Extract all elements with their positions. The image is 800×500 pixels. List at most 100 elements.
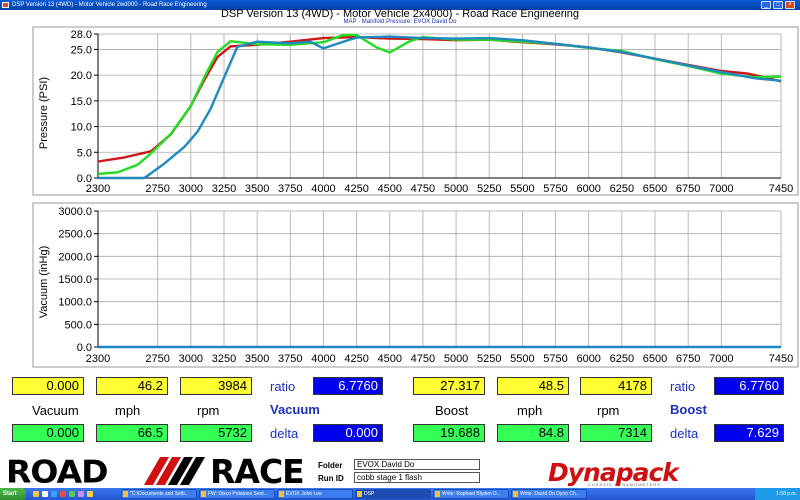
pressure-y-tick-label: 0.0 (77, 173, 92, 185)
window-title: DSP Version 13 (4WD) - Motor Vehicle 2wd… (12, 2, 207, 8)
quick-launch-folder-icon[interactable] (33, 491, 39, 497)
clock: 1:58 p.m. (776, 491, 797, 497)
taskbar-item[interactable]: Write: David Do Dyno Ch... (511, 489, 587, 499)
vacuum-mph-header: mph (115, 403, 141, 418)
taskbar-item-label: DSP (364, 491, 375, 497)
quick-launch-desktop-icon[interactable] (42, 491, 48, 497)
vacuum-x-tick-label: 5750 (543, 353, 567, 365)
folder-field[interactable]: EVOX David Do (354, 459, 480, 470)
quick-launch-app-icon[interactable] (78, 491, 84, 497)
vacuum-x-tick-label: 3250 (212, 353, 236, 365)
charts-svg: 2300 2750 3000 3250 3500 3750 4000 4250 4500 4750… (32, 26, 799, 368)
folder-icon (279, 491, 284, 497)
quick-launch-app-icon[interactable] (87, 491, 93, 497)
vacuum-x-tick-label: 4750 (411, 353, 435, 365)
vacuum-y-tick-label: 3000.0 (58, 206, 92, 218)
pressure-chart-frame (32, 26, 799, 196)
run-id-label: Run ID (318, 474, 344, 483)
vacuum-x-tick-label: 3000 (179, 353, 203, 365)
chart-subtitle: MAP - Manifold Pressure: EVOX David Do (343, 19, 457, 25)
boost-mph-readout: 48.5 (497, 377, 569, 395)
pressure-x-tick-label: 5750 (543, 183, 567, 195)
vacuum-ratio-readout: 6.7760 (313, 377, 383, 395)
pressure-chart: 2300 2750 3000 3250 3500 3750 4000 4250 4500 4750… (38, 29, 793, 195)
vacuum-x-tick-label: 5500 (510, 353, 534, 365)
vacuum-x-tick-label: 4250 (344, 353, 368, 365)
dynapack-logo: Dynapack (548, 458, 679, 487)
vacuum-section-title: Vacuum (270, 402, 320, 417)
explorer-icon (123, 491, 128, 497)
boost-delta-label: delta (670, 426, 699, 441)
taskbar-item-label: Write: Raphael Blyden D... (442, 491, 501, 497)
app-icon (2, 2, 9, 8)
vacuum-y-tick-label: 2500.0 (58, 229, 92, 241)
vacuum-y-tick-label: 2000.0 (58, 251, 92, 263)
pressure-y-tick-label: 25.0 (71, 44, 92, 56)
road-race-logo-road: ROAD (6, 453, 109, 491)
vacuum-column-header: Vacuum (32, 403, 79, 418)
quick-launch-browser-icon[interactable] (51, 491, 57, 497)
boost-column-header: Boost (435, 403, 469, 418)
vacuum-x-tick-label: 6000 (576, 353, 600, 365)
quick-launch-app-icon[interactable] (69, 491, 75, 497)
pressure-x-tick-label: 3000 (179, 183, 203, 195)
boost-value-readout-2: 19.688 (413, 424, 485, 442)
vacuum-x-tick-label: 2300 (86, 353, 110, 365)
vacuum-delta-readout: 0.000 (313, 424, 383, 442)
start-button[interactable]: Start (0, 488, 26, 500)
chart-panel: 2300 2750 3000 3250 3500 3750 4000 4250 4500 4750… (0, 26, 800, 368)
pressure-x-tick-label: 3750 (278, 183, 302, 195)
taskbar-item-label: "C:\Documents and Setti... (130, 491, 189, 497)
pressure-x-tick-label: 7000 (709, 183, 733, 195)
pressure-x-tick-label: 5500 (510, 183, 534, 195)
pressure-x-tick-label: 7450 (769, 183, 793, 195)
taskbar-item[interactable]: "C:\Documents and Setti... (121, 489, 197, 499)
vacuum-y-tick-label: 1500.0 (58, 274, 92, 286)
pressure-series-line-3 (98, 35, 782, 180)
boost-rpm-readout: 4178 (580, 377, 652, 395)
pressure-x-tick-label: 6500 (643, 183, 667, 195)
taskbar-item[interactable]: EVOX John Lee (277, 489, 353, 499)
window-title-bar[interactable]: DSP Version 13 (4WD) - Motor Vehicle 2wd… (0, 0, 800, 10)
quick-launch-app-icon[interactable] (60, 491, 66, 497)
pressure-x-tick-label: 2300 (86, 183, 110, 195)
pressure-x-tick-label: 6000 (576, 183, 600, 195)
pressure-y-tick-label: 28.0 (71, 29, 92, 41)
vacuum-x-tick-label: 2750 (145, 353, 169, 365)
taskbar-item[interactable]: FW: Disco Potatoes Sent... (199, 489, 275, 499)
vacuum-mph-readout-2: 66.5 (96, 424, 168, 442)
vacuum-ratio-label: ratio (270, 379, 296, 394)
vacuum-rpm-header: rpm (197, 403, 220, 418)
taskbar-item[interactable]: Write: Raphael Blyden D... (433, 489, 509, 499)
pressure-x-tick-label: 2750 (145, 183, 169, 195)
taskbar-item-active[interactable]: DSP (355, 489, 431, 499)
minimize-button[interactable]: _ (761, 1, 771, 9)
vacuum-x-tick-label: 3500 (245, 353, 269, 365)
pressure-x-tick-label: 6750 (676, 183, 700, 195)
dsp-app-icon (357, 491, 362, 497)
boost-ratio-readout: 6.7760 (714, 377, 784, 395)
pressure-x-tick-label: 6250 (610, 183, 634, 195)
taskbar-item-label: Write: David Do Dyno Ch... (520, 491, 580, 497)
pressure-x-tick-label: 5250 (477, 183, 501, 195)
pressure-x-tick-label: 4750 (411, 183, 435, 195)
footer-bar: ROAD RACE Folder EVOX David Do Run ID co… (0, 455, 800, 488)
vacuum-x-tick-label: 3750 (278, 353, 302, 365)
vacuum-y-tick-label: 500.0 (64, 319, 92, 331)
run-id-field[interactable]: cobb stage 1 flash (354, 472, 480, 483)
maximize-button[interactable]: □ (773, 1, 783, 9)
system-tray[interactable]: 1:58 p.m. (755, 488, 800, 500)
mail-icon (513, 491, 518, 497)
pressure-x-tick-label: 3250 (212, 183, 236, 195)
vacuum-x-tick-label: 5000 (444, 353, 468, 365)
vacuum-delta-label: delta (270, 426, 299, 441)
close-button[interactable]: × (785, 1, 795, 9)
pressure-y-tick-label: 5.0 (77, 147, 92, 159)
road-race-logo-race: RACE (210, 452, 305, 491)
pressure-x-tick-label: 5000 (444, 183, 468, 195)
pressure-x-tick-label: 4250 (344, 183, 368, 195)
vacuum-y-tick-label: 1000.0 (58, 297, 92, 309)
pressure-y-axis-title: Pressure (PSI) (38, 77, 50, 149)
vacuum-x-tick-label: 7450 (769, 353, 793, 365)
dynapack-tagline: CHASSIS DYNAMOMETERS (588, 482, 661, 487)
